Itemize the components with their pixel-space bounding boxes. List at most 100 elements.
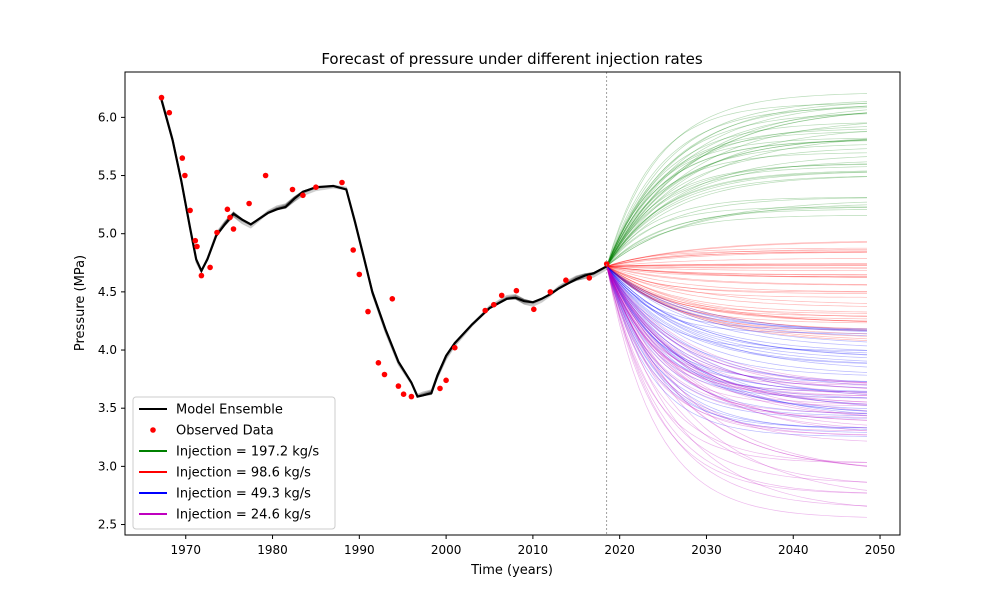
x-axis-label: Time (years) (470, 563, 553, 578)
forecast-line (606, 266, 868, 341)
forecast-line (606, 156, 868, 267)
forecast-line (606, 266, 868, 463)
observed-point (179, 155, 186, 161)
x-tick-label: 2040 (778, 543, 809, 557)
forecast-line (606, 266, 868, 494)
forecast-line (606, 266, 868, 467)
forecast-line (606, 258, 868, 267)
x-tick-label: 1970 (170, 543, 201, 557)
forecast-line (606, 266, 868, 343)
forecast-line (606, 266, 868, 483)
forecast-line (606, 266, 868, 483)
y-tick-label: 5.0 (98, 227, 117, 241)
forecast-line (606, 266, 868, 416)
forecast-line (606, 176, 868, 267)
forecast-line (606, 266, 868, 332)
observed-point (603, 261, 610, 267)
forecast-line (606, 265, 867, 267)
legend-label: Injection = 98.6 kg/s (176, 466, 311, 481)
forecast-group-1 (606, 241, 868, 341)
forecast-line (606, 197, 868, 267)
observed-point (207, 264, 213, 271)
forecast-line (606, 264, 867, 267)
forecast-line (606, 215, 867, 267)
forecast-line (606, 266, 868, 414)
forecast-line (606, 265, 867, 272)
forecast-line (606, 266, 867, 334)
forecast-line (606, 265, 868, 286)
x-tick-label: 2000 (431, 543, 462, 557)
forecast-line (606, 266, 868, 389)
forecast-line (606, 265, 867, 276)
observed-point (395, 383, 402, 389)
forecast-line (606, 266, 868, 330)
forecast-line (606, 266, 868, 389)
observed-point (452, 344, 458, 351)
forecast-line (606, 247, 867, 267)
forecast-line (606, 266, 868, 491)
forecast-line (606, 201, 868, 267)
ensemble-member-line (161, 99, 607, 398)
ensemble-member-line (161, 97, 607, 396)
forecast-line (606, 266, 868, 405)
forecast-line (606, 266, 868, 393)
forecast-line (606, 251, 867, 267)
ensemble-mean-line (160, 99, 608, 398)
forecast-line (606, 266, 868, 403)
forecast-line (606, 266, 868, 417)
forecast-line (606, 265, 867, 277)
forecast-line (606, 266, 868, 415)
forecast-line (606, 266, 868, 386)
forecast-line (606, 266, 868, 317)
forecast-line (606, 204, 868, 267)
forecast-line (606, 266, 868, 426)
forecast-line (606, 266, 868, 385)
forecast-line (606, 128, 868, 267)
observed-point (513, 287, 520, 294)
observed-point (365, 308, 371, 315)
forecast-line (606, 266, 868, 396)
forecast-line (606, 161, 868, 267)
forecast-line (606, 266, 868, 405)
observed-point (198, 272, 205, 279)
forecast-line (606, 266, 868, 415)
forecast-line (606, 266, 868, 332)
x-tick-label: 2010 (518, 543, 549, 557)
forecast-line (606, 266, 868, 417)
forecast-line (606, 266, 868, 330)
forecast-line (606, 266, 868, 518)
forecast-line (606, 103, 867, 267)
forecast-line (606, 266, 868, 432)
forecast-line (606, 266, 868, 322)
forecast-line (606, 266, 868, 494)
forecast-line (606, 266, 868, 331)
forecast-line (606, 266, 868, 373)
forecast-line (606, 266, 868, 383)
ensemble-member-line (161, 97, 607, 396)
y-tick-label: 4.0 (98, 343, 117, 357)
forecast-lines (606, 93, 868, 518)
ensemble-band (161, 96, 607, 398)
forecast-line (606, 112, 868, 267)
forecast-line (606, 250, 867, 267)
forecast-line (606, 112, 868, 267)
forecast-line (606, 139, 868, 267)
observed-point (491, 301, 497, 308)
forecast-line (606, 266, 868, 405)
forecast-line (606, 266, 868, 384)
y-tick-label: 4.5 (98, 285, 117, 299)
observed-point (262, 172, 269, 179)
forecast-line (606, 266, 868, 313)
forecast-line (606, 265, 867, 269)
forecast-line (606, 266, 868, 467)
forecast-line (606, 266, 868, 432)
forecast-line (606, 266, 868, 389)
x-axis-ticks: 1970 1980 1990 2000 2010 2020 2030 2040 2050 (170, 535, 895, 557)
forecast-line (606, 170, 868, 267)
forecast-line (606, 265, 868, 304)
forecast-line (606, 164, 868, 267)
forecast-line (606, 266, 868, 435)
observed-point (586, 275, 593, 281)
x-tick-label: 2020 (604, 543, 635, 557)
legend-label: Injection = 197.2 kg/s (176, 445, 319, 460)
